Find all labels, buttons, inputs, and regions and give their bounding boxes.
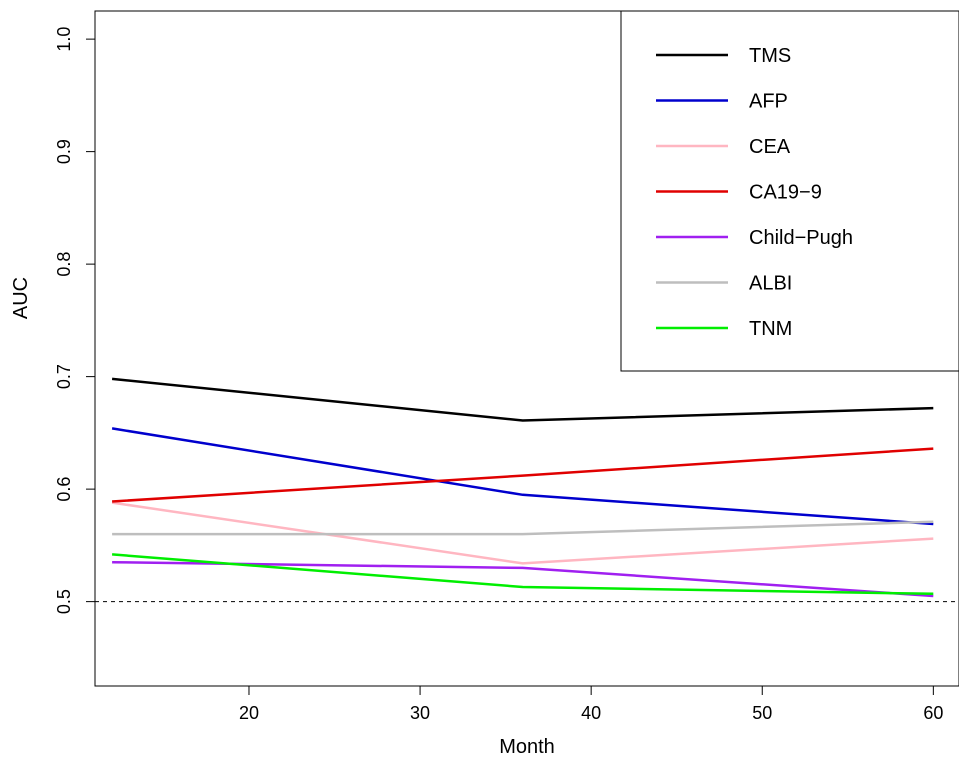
y-tick-label: 0.5 — [54, 589, 74, 614]
x-tick-label: 60 — [923, 703, 943, 723]
legend-label: ALBI — [749, 273, 792, 295]
legend-label: TNM — [749, 318, 792, 340]
series-line-tms — [111, 377, 934, 422]
series-line-albi — [112, 520, 934, 536]
legend-label: Child−Pugh — [749, 227, 853, 249]
y-tick-label: 0.6 — [54, 477, 74, 502]
x-tick-label: 50 — [752, 703, 772, 723]
legend-label: CA19−9 — [749, 182, 822, 204]
legend-label: AFP — [749, 91, 788, 113]
y-tick-label: 1.0 — [54, 27, 74, 52]
legend-label: TMS — [749, 45, 791, 67]
series-line-cea — [111, 501, 934, 565]
y-axis-label: AUC — [10, 277, 32, 319]
series-line-tnm — [112, 553, 934, 596]
x-tick-label: 30 — [410, 703, 430, 723]
y-tick-label: 0.7 — [54, 364, 74, 389]
x-tick-label: 20 — [239, 703, 259, 723]
series-line-afp — [111, 427, 934, 526]
y-tick-label: 0.9 — [54, 139, 74, 164]
legend-label: CEA — [749, 136, 791, 158]
x-tick-label: 40 — [581, 703, 601, 723]
x-axis-label: Month — [499, 736, 555, 758]
series-line-ca19-9 — [112, 447, 934, 503]
y-tick-label: 0.8 — [54, 252, 74, 277]
